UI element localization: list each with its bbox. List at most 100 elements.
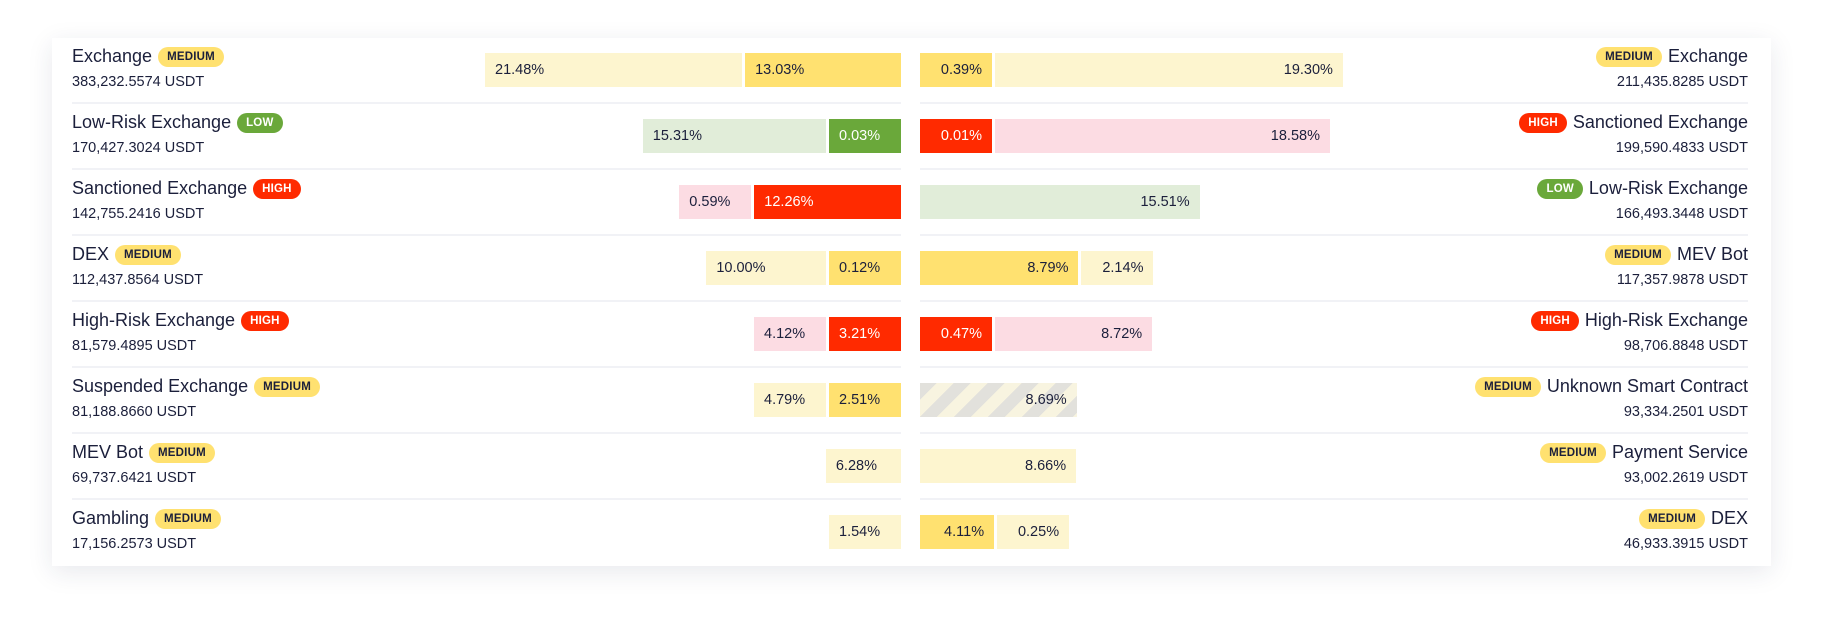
share-bar: 8.79% 2.14% [920, 251, 1154, 285]
risk-badge: MEDIUM [1596, 46, 1662, 67]
risk-badge: MEDIUM [1540, 442, 1606, 463]
counterparty-name: High-Risk Exchange [1584, 310, 1748, 330]
risk-badge: HIGH [241, 310, 289, 331]
counterparty-name: MEV Bot [72, 442, 144, 462]
share-bar: 10.00% 0.12% [706, 251, 901, 285]
counterparty-name: Payment Service [1611, 442, 1748, 462]
counterparty-name: Suspended Exchange [72, 376, 249, 396]
counterparty-amount: 199,590.4833 USDT [1615, 140, 1748, 156]
bar-segment-light[interactable]: 6.28% [825, 449, 901, 483]
bar-segment-dark[interactable]: 12.26% [754, 185, 901, 219]
list-item[interactable]: Gambling MEDIUM 17,156.2573 USDT 1.54% [72, 500, 901, 566]
bar-segment-light[interactable]: 4.12% [754, 317, 826, 351]
counterparty-name: Low-Risk Exchange [72, 112, 232, 132]
risk-badge: MEDIUM [254, 376, 320, 397]
row-title: High-Risk Exchange HIGH [72, 310, 289, 331]
list-item[interactable]: Exchange MEDIUM 383,232.5574 USDT 21.48% 13.… [72, 38, 901, 104]
share-bar: 6.28% [825, 449, 901, 483]
risk-badge: LOW [237, 112, 283, 133]
risk-badge: LOW [1537, 178, 1583, 199]
right-column: MEDIUM Exchange 211,435.8285 USDT 0.39% 19.3… [920, 38, 1748, 566]
bar-segment-light[interactable]: 0.59% [679, 185, 752, 219]
list-item[interactable]: MEV Bot MEDIUM 69,737.6421 USDT 6.28% [72, 434, 901, 500]
bar-segment-dark[interactable]: 0.39% [920, 53, 992, 87]
bar-segment-light[interactable]: 8.72% [995, 317, 1153, 351]
bar-segment-light[interactable]: 2.14% [1081, 251, 1154, 285]
row-title: MEV Bot MEDIUM [72, 442, 215, 463]
row-title: HIGH High-Risk Exchange [1531, 310, 1748, 331]
counterparty-amount: 170,427.3024 USDT [72, 140, 205, 156]
list-item[interactable]: Low-Risk Exchange LOW 170,427.3024 USDT 15.… [72, 104, 901, 170]
row-title: MEDIUM Payment Service [1540, 442, 1748, 463]
list-item[interactable]: MEDIUM Payment Service 93,002.2619 USDT 8.6… [920, 434, 1748, 500]
counterparty-amount: 46,933.3915 USDT [1623, 536, 1748, 552]
bar-segment-light[interactable]: 15.51% [920, 185, 1200, 219]
list-item[interactable]: HIGH High-Risk Exchange 98,706.8848 USDT 0.… [920, 302, 1748, 368]
counterparty-name: Exchange [1667, 46, 1748, 66]
bar-segment-dark[interactable]: 13.03% [745, 53, 901, 87]
counterparty-name: Unknown Smart Contract [1546, 376, 1748, 396]
share-bar: 0.59% 12.26% [679, 185, 901, 219]
bar-segment-light[interactable]: 19.30% [995, 53, 1343, 87]
counterparty-amount: 211,435.8285 USDT [1616, 74, 1748, 90]
bar-segment-light[interactable]: 10.00% [706, 251, 826, 285]
share-bar: 0.39% 19.30% [920, 53, 1343, 87]
row-title: LOW Low-Risk Exchange [1537, 178, 1748, 199]
list-item[interactable]: Sanctioned Exchange HIGH 142,755.2416 USDT… [72, 170, 901, 236]
counterparty-name: DEX [72, 244, 110, 264]
list-item[interactable]: HIGH Sanctioned Exchange 199,590.4833 USDT… [920, 104, 1748, 170]
risk-badge: HIGH [1519, 112, 1567, 133]
list-item[interactable]: Suspended Exchange MEDIUM 81,188.8660 USDT… [72, 368, 901, 434]
bar-segment-dark[interactable]: 0.47% [920, 317, 992, 351]
bar-segment-light[interactable]: 18.58% [995, 119, 1330, 153]
list-item[interactable]: MEDIUM DEX 46,933.3915 USDT 4.11% 0.25% [920, 500, 1748, 566]
row-title: Suspended Exchange MEDIUM [72, 376, 320, 397]
list-item[interactable]: High-Risk Exchange HIGH 81,579.4895 USDT 4.… [72, 302, 901, 368]
counterparty-name: Gambling [72, 508, 150, 528]
bar-segment-dark[interactable]: 3.21% [829, 317, 901, 351]
share-bar: 15.51% [920, 185, 1200, 219]
share-bar: 8.69% [920, 383, 1077, 417]
bar-segment-light[interactable]: 21.48% [485, 53, 743, 87]
counterparty-amount: 166,493.3448 USDT [1615, 206, 1748, 222]
risk-badge: HIGH [1531, 310, 1579, 331]
counterparty-amount: 81,579.4895 USDT [72, 338, 197, 354]
list-item[interactable]: MEDIUM MEV Bot 117,357.9878 USDT 8.79% 2.14% [920, 236, 1748, 302]
share-bar: 4.79% 2.51% [754, 383, 901, 417]
share-bar: 4.12% 3.21% [754, 317, 901, 351]
counterparty-amount: 383,232.5574 USDT [72, 74, 205, 90]
counterparty-name: Sanctioned Exchange [1572, 112, 1748, 132]
share-bar: 4.11% 0.25% [920, 515, 1070, 549]
risk-badge: MEDIUM [149, 442, 215, 463]
bar-segment-dark[interactable]: 4.11% [920, 515, 995, 549]
bar-segment-dark[interactable]: 0.12% [829, 251, 901, 285]
row-title: HIGH Sanctioned Exchange [1519, 112, 1748, 133]
bar-segment-dark[interactable]: 8.79% [920, 251, 1079, 285]
row-title: MEDIUM DEX [1639, 508, 1748, 529]
bar-segment-light[interactable]: 4.79% [754, 383, 826, 417]
bar-segment-hatched[interactable]: 8.69% [920, 383, 1077, 417]
list-item[interactable]: LOW Low-Risk Exchange 166,493.3448 USDT 15.… [920, 170, 1748, 236]
share-bar: 0.47% 8.72% [920, 317, 1153, 351]
risk-badge: HIGH [253, 178, 301, 199]
counterparty-amount: 93,334.2501 USDT [1623, 404, 1748, 420]
share-bar: 21.48% 13.03% [485, 53, 901, 87]
bar-segment-dark[interactable]: 2.51% [829, 383, 901, 417]
list-item[interactable]: MEDIUM Unknown Smart Contract 93,334.2501 … [920, 368, 1748, 434]
bar-segment-light[interactable]: 15.31% [642, 119, 826, 153]
counterparty-amount: 81,188.8660 USDT [72, 404, 197, 420]
list-item[interactable]: MEDIUM Exchange 211,435.8285 USDT 0.39% 19.3… [920, 38, 1748, 104]
bar-segment-light[interactable]: 0.25% [997, 515, 1070, 549]
share-bar: 1.54% [829, 515, 901, 549]
counterparty-breakdown-card: Exchange MEDIUM 383,232.5574 USDT 21.48% 13.… [52, 38, 1771, 566]
bar-segment-dark[interactable]: 0.03% [829, 119, 901, 153]
counterparty-amount: 93,002.2619 USDT [1623, 470, 1748, 486]
left-column: Exchange MEDIUM 383,232.5574 USDT 21.48% 13.… [72, 38, 901, 566]
bar-segment-dark[interactable]: 0.01% [920, 119, 992, 153]
bar-segment-light[interactable]: 1.54% [829, 515, 901, 549]
bar-segment-light[interactable]: 8.66% [920, 449, 1077, 483]
counterparty-amount: 117,357.9878 USDT [1616, 272, 1748, 288]
list-item[interactable]: DEX MEDIUM 112,437.8564 USDT 10.00% 0.12% [72, 236, 901, 302]
counterparty-amount: 69,737.6421 USDT [72, 470, 197, 486]
risk-badge: MEDIUM [155, 508, 221, 529]
